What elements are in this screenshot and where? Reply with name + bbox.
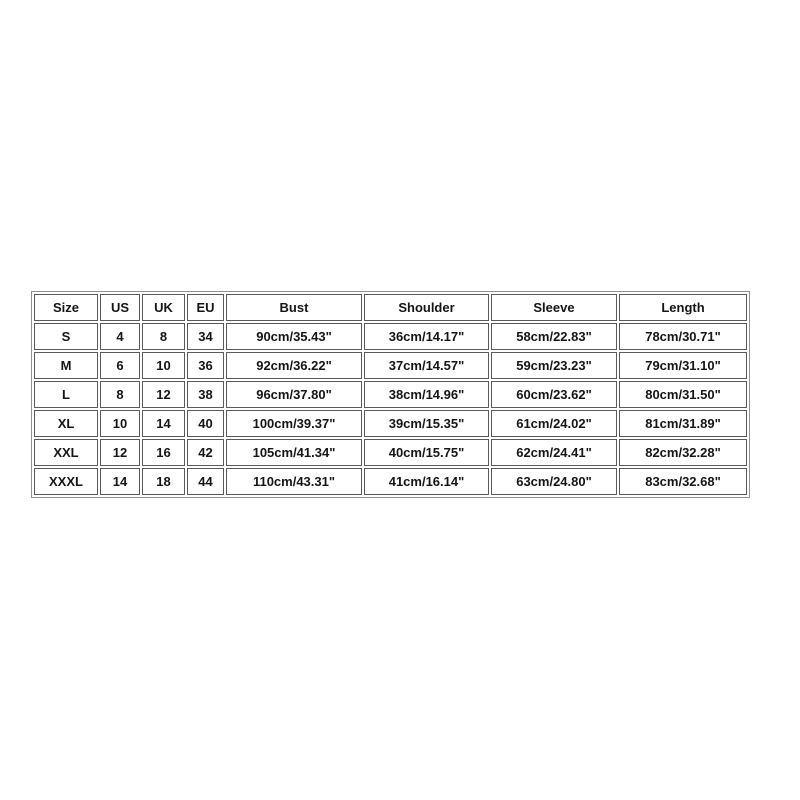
measurement-cell: 79cm/31.10" xyxy=(619,352,747,379)
size-chart-table: Size US UK EU Bust Shoulder Sleeve Lengt… xyxy=(31,291,750,498)
size-label-cell: M xyxy=(34,352,98,379)
measurement-cell: 110cm/43.31" xyxy=(226,468,362,495)
measurement-cell: 16 xyxy=(142,439,185,466)
measurement-cell: 62cm/24.41" xyxy=(491,439,617,466)
measurement-cell: 37cm/14.57" xyxy=(364,352,489,379)
table-row: M 6 10 36 92cm/36.22" 37cm/14.57" 59cm/23.23" 7… xyxy=(34,352,747,379)
measurement-cell: 12 xyxy=(100,439,140,466)
column-header-us: US xyxy=(100,294,140,321)
size-label-cell: S xyxy=(34,323,98,350)
measurement-cell: 38 xyxy=(187,381,224,408)
measurement-cell: 39cm/15.35" xyxy=(364,410,489,437)
measurement-cell: 10 xyxy=(142,352,185,379)
measurement-cell: 100cm/39.37" xyxy=(226,410,362,437)
measurement-cell: 44 xyxy=(187,468,224,495)
table-row: XL 10 14 40 100cm/39.37" 39cm/15.35" 61cm/24.0… xyxy=(34,410,747,437)
column-header-uk: UK xyxy=(142,294,185,321)
measurement-cell: 60cm/23.62" xyxy=(491,381,617,408)
measurement-cell: 36cm/14.17" xyxy=(364,323,489,350)
measurement-cell: 14 xyxy=(142,410,185,437)
measurement-cell: 18 xyxy=(142,468,185,495)
column-header-size: Size xyxy=(34,294,98,321)
column-header-shoulder: Shoulder xyxy=(364,294,489,321)
size-label-cell: XXL xyxy=(34,439,98,466)
size-label-cell: XXXL xyxy=(34,468,98,495)
measurement-cell: 12 xyxy=(142,381,185,408)
measurement-cell: 92cm/36.22" xyxy=(226,352,362,379)
measurement-cell: 34 xyxy=(187,323,224,350)
measurement-cell: 82cm/32.28" xyxy=(619,439,747,466)
measurement-cell: 41cm/16.14" xyxy=(364,468,489,495)
measurement-cell: 42 xyxy=(187,439,224,466)
size-label-cell: XL xyxy=(34,410,98,437)
header-row: Size US UK EU Bust Shoulder Sleeve Lengt… xyxy=(34,294,747,321)
measurement-cell: 40cm/15.75" xyxy=(364,439,489,466)
measurement-cell: 63cm/24.80" xyxy=(491,468,617,495)
measurement-cell: 6 xyxy=(100,352,140,379)
table-row: XXXL 14 18 44 110cm/43.31" 41cm/16.14" 63cm/24… xyxy=(34,468,747,495)
measurement-cell: 40 xyxy=(187,410,224,437)
size-table-body: S 4 8 34 90cm/35.43" 36cm/14.17" 58cm/22.83" 78… xyxy=(34,323,747,495)
measurement-cell: 14 xyxy=(100,468,140,495)
table-row: L 8 12 38 96cm/37.80" 38cm/14.96" 60cm/23.62" 8… xyxy=(34,381,747,408)
measurement-cell: 4 xyxy=(100,323,140,350)
measurement-cell: 8 xyxy=(100,381,140,408)
column-header-eu: EU xyxy=(187,294,224,321)
measurement-cell: 96cm/37.80" xyxy=(226,381,362,408)
measurement-cell: 61cm/24.02" xyxy=(491,410,617,437)
measurement-cell: 59cm/23.23" xyxy=(491,352,617,379)
column-header-sleeve: Sleeve xyxy=(491,294,617,321)
measurement-cell: 83cm/32.68" xyxy=(619,468,747,495)
measurement-cell: 8 xyxy=(142,323,185,350)
measurement-cell: 105cm/41.34" xyxy=(226,439,362,466)
column-header-length: Length xyxy=(619,294,747,321)
table-row: XXL 12 16 42 105cm/41.34" 40cm/15.75" 62cm/24.… xyxy=(34,439,747,466)
measurement-cell: 36 xyxy=(187,352,224,379)
size-label-cell: L xyxy=(34,381,98,408)
measurement-cell: 78cm/30.71" xyxy=(619,323,747,350)
column-header-bust: Bust xyxy=(226,294,362,321)
measurement-cell: 80cm/31.50" xyxy=(619,381,747,408)
measurement-cell: 38cm/14.96" xyxy=(364,381,489,408)
measurement-cell: 10 xyxy=(100,410,140,437)
measurement-cell: 90cm/35.43" xyxy=(226,323,362,350)
table-row: S 4 8 34 90cm/35.43" 36cm/14.17" 58cm/22.83" 78… xyxy=(34,323,747,350)
measurement-cell: 58cm/22.83" xyxy=(491,323,617,350)
measurement-cell: 81cm/31.89" xyxy=(619,410,747,437)
